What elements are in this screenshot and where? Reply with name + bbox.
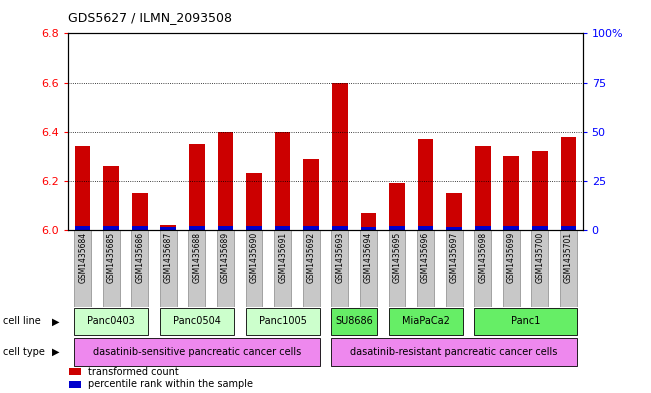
Text: GSM1435697: GSM1435697 [450, 232, 458, 283]
Bar [160, 308, 234, 334]
Text: GSM1435691: GSM1435691 [278, 232, 287, 283]
Bar [332, 226, 348, 230]
Text: GSM1435700: GSM1435700 [535, 232, 544, 283]
Text: GSM1435687: GSM1435687 [164, 232, 173, 283]
Bar [560, 230, 577, 307]
Bar [532, 151, 547, 230]
Bar [75, 226, 90, 230]
Bar [104, 166, 119, 230]
Bar [331, 338, 577, 366]
Bar [189, 226, 205, 230]
Bar [331, 230, 348, 307]
Text: GSM1435684: GSM1435684 [78, 232, 87, 283]
Bar [446, 227, 462, 230]
Text: SU8686: SU8686 [335, 316, 373, 326]
Bar [303, 159, 319, 230]
Bar [217, 230, 234, 307]
Bar [418, 139, 434, 230]
Bar [217, 132, 233, 230]
Text: GSM1435688: GSM1435688 [193, 232, 201, 283]
Text: GSM1435698: GSM1435698 [478, 232, 487, 283]
Bar [446, 193, 462, 230]
Text: ▶: ▶ [52, 347, 60, 357]
Bar [331, 308, 377, 334]
Bar [189, 230, 205, 307]
Bar [217, 226, 233, 230]
Bar [389, 308, 462, 334]
Bar [389, 226, 405, 230]
Bar [503, 156, 519, 230]
Bar [245, 230, 262, 307]
Bar [160, 230, 177, 307]
Bar [475, 146, 490, 230]
Bar [474, 230, 491, 307]
Bar [70, 368, 81, 375]
Bar [503, 226, 519, 230]
Bar [475, 226, 490, 230]
Bar [161, 225, 176, 230]
Bar [104, 226, 119, 230]
Text: GSM1435699: GSM1435699 [506, 232, 516, 283]
Bar [503, 230, 519, 307]
Bar [132, 226, 148, 230]
Text: dasatinib-sensitive pancreatic cancer cells: dasatinib-sensitive pancreatic cancer ce… [93, 347, 301, 357]
Text: Panc1005: Panc1005 [258, 316, 307, 326]
Text: GSM1435690: GSM1435690 [249, 232, 258, 283]
Bar [446, 230, 462, 307]
Text: cell line: cell line [3, 316, 41, 326]
Bar [332, 83, 348, 230]
Text: Panc0403: Panc0403 [87, 316, 135, 326]
Bar [74, 308, 148, 334]
Bar [561, 226, 576, 230]
Bar [132, 193, 148, 230]
Bar [70, 381, 81, 388]
Text: GSM1435694: GSM1435694 [364, 232, 373, 283]
Bar [418, 226, 434, 230]
Bar [189, 144, 205, 230]
Bar [246, 226, 262, 230]
Text: GDS5627 / ILMN_2093508: GDS5627 / ILMN_2093508 [68, 11, 232, 24]
Bar [303, 226, 319, 230]
Bar [275, 132, 290, 230]
Text: MiaPaCa2: MiaPaCa2 [402, 316, 449, 326]
Text: transformed count: transformed count [88, 367, 178, 376]
Text: GSM1435693: GSM1435693 [335, 232, 344, 283]
Bar [103, 230, 120, 307]
Text: GSM1435696: GSM1435696 [421, 232, 430, 283]
Text: percentile rank within the sample: percentile rank within the sample [88, 379, 253, 389]
Bar [360, 230, 377, 307]
Text: GSM1435692: GSM1435692 [307, 232, 316, 283]
Bar [361, 213, 376, 230]
Bar [246, 173, 262, 230]
Bar [245, 308, 320, 334]
Text: Panc1: Panc1 [511, 316, 540, 326]
Bar [389, 183, 405, 230]
Bar [132, 230, 148, 307]
Bar [389, 230, 406, 307]
Text: ▶: ▶ [52, 316, 60, 326]
Text: GSM1435695: GSM1435695 [393, 232, 402, 283]
Text: dasatinib-resistant pancreatic cancer cells: dasatinib-resistant pancreatic cancer ce… [350, 347, 558, 357]
Text: GSM1435701: GSM1435701 [564, 232, 573, 283]
Text: cell type: cell type [3, 347, 45, 357]
Text: GSM1435689: GSM1435689 [221, 232, 230, 283]
Text: Panc0504: Panc0504 [173, 316, 221, 326]
Bar [474, 308, 577, 334]
Bar [531, 230, 548, 307]
Bar [161, 228, 176, 230]
Bar [303, 230, 320, 307]
Bar [75, 146, 90, 230]
Bar [361, 228, 376, 230]
Text: GSM1435686: GSM1435686 [135, 232, 145, 283]
Bar [275, 226, 290, 230]
Bar [274, 230, 291, 307]
Bar [74, 230, 91, 307]
Bar [561, 136, 576, 230]
Text: GSM1435685: GSM1435685 [107, 232, 116, 283]
Bar [74, 338, 320, 366]
Bar [417, 230, 434, 307]
Bar [532, 226, 547, 230]
